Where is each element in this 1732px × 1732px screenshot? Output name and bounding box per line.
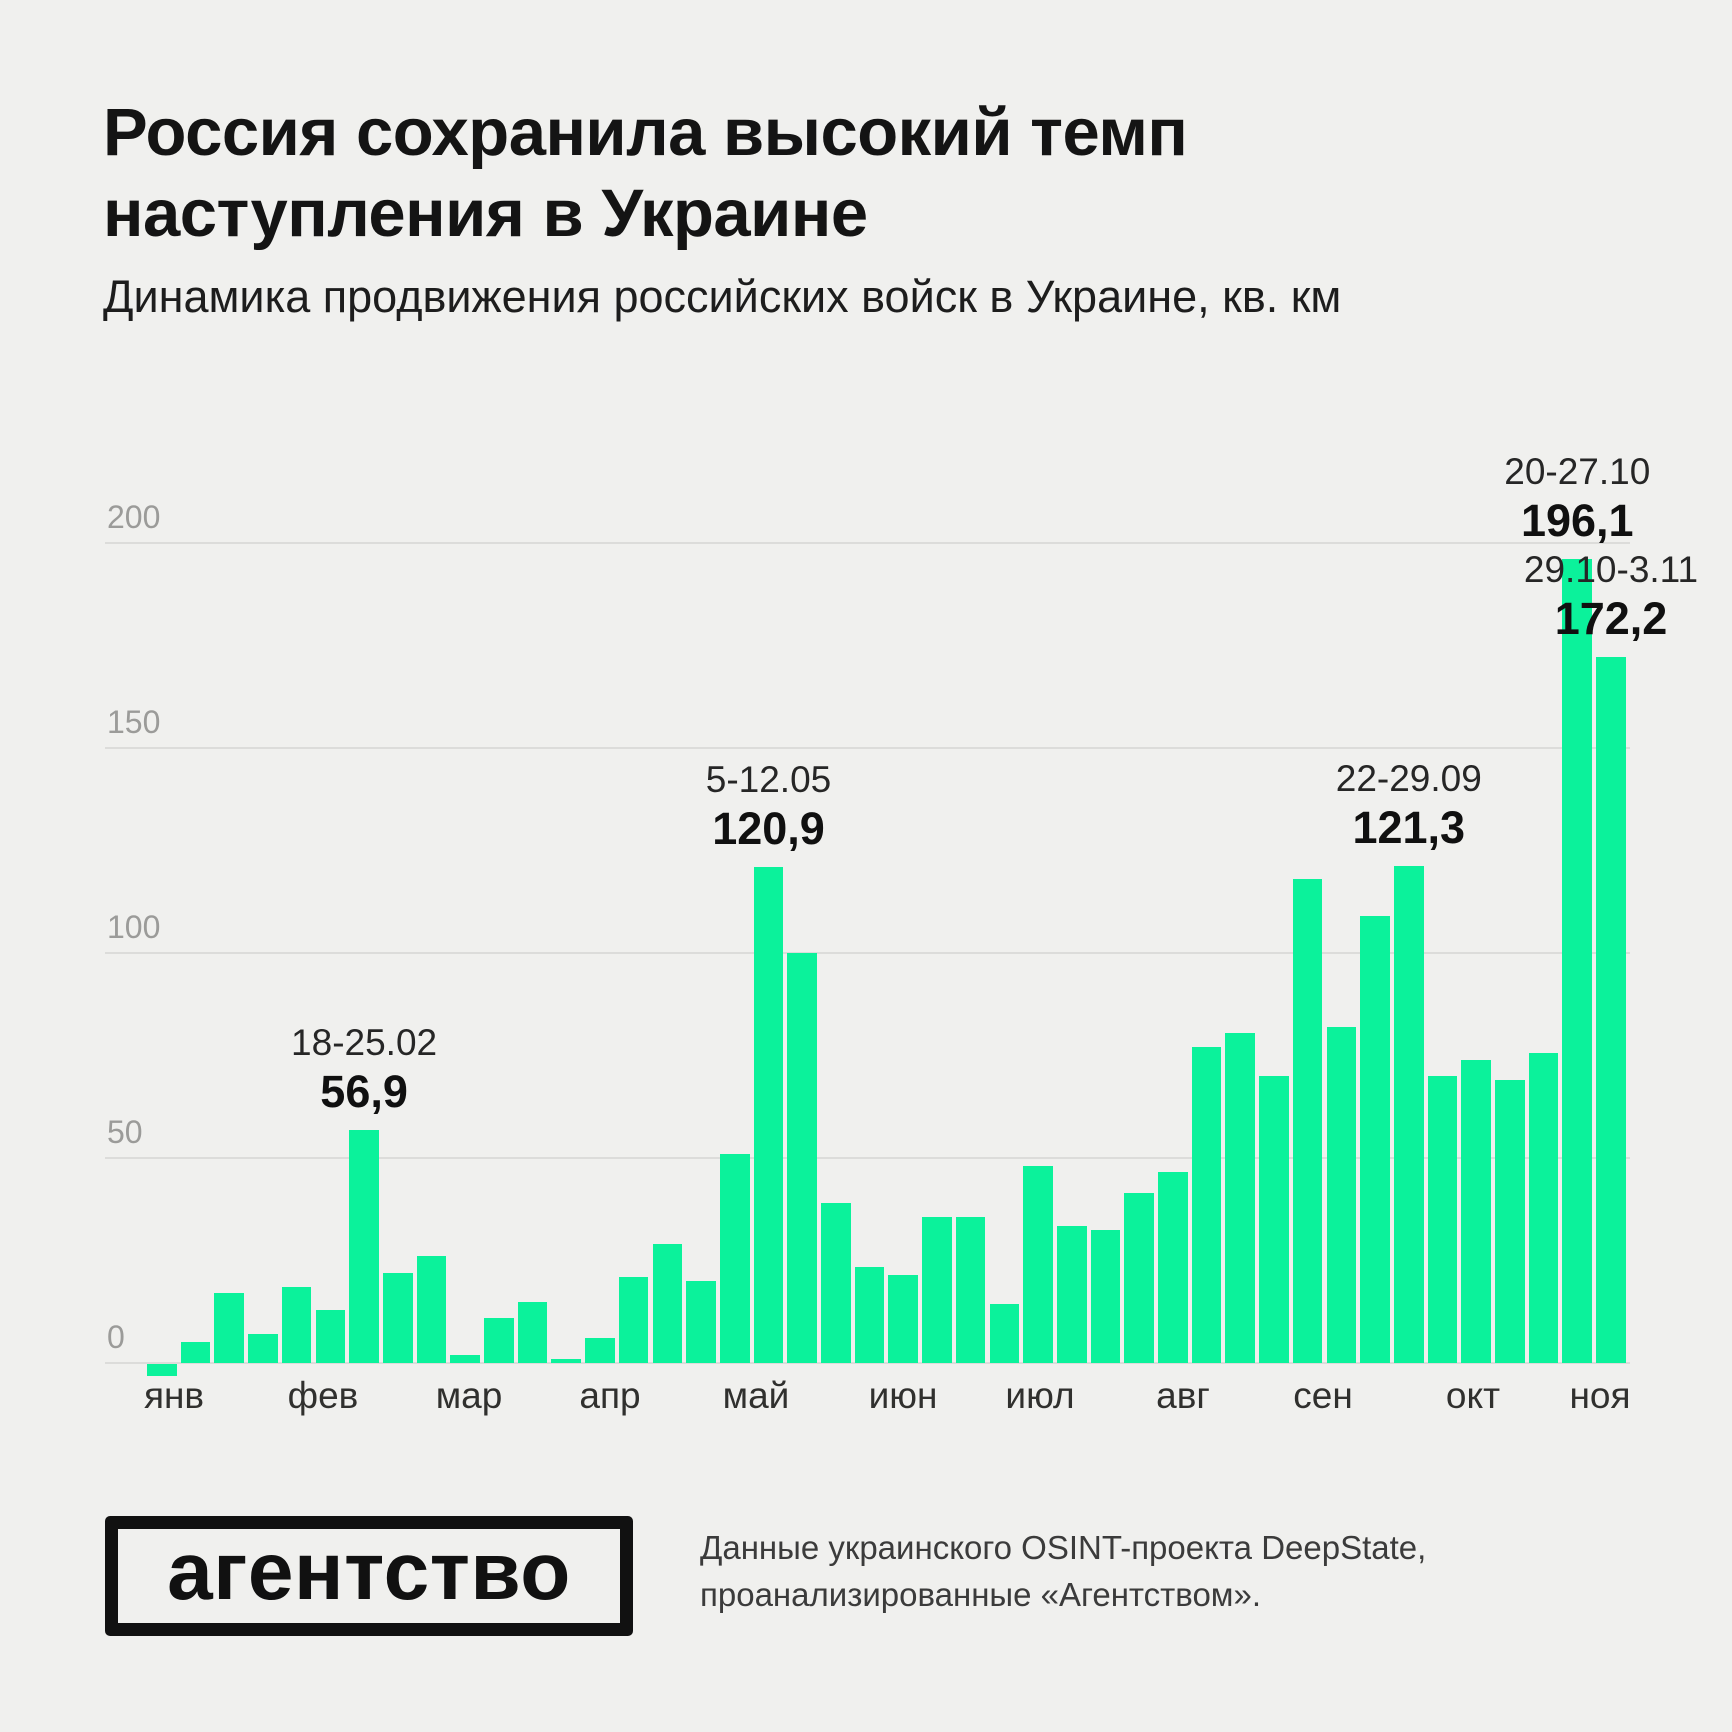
y-axis-label-0: 0: [107, 1319, 125, 1355]
gridline-100: [105, 952, 1630, 954]
annotation-2: 5-12.05 120,9: [706, 757, 832, 855]
bar-week-22: [854, 1267, 885, 1363]
bar-week-1: [147, 1364, 177, 1376]
bar-week-26: [989, 1304, 1020, 1363]
bar-week-21: [821, 1203, 851, 1363]
month-label-ноя: ноя: [1569, 1375, 1631, 1416]
bar-week-41: [1495, 1080, 1525, 1363]
month-label-авг: авг: [1156, 1375, 1210, 1416]
bar-week-6: [315, 1310, 346, 1363]
bar-week-39: [1427, 1076, 1458, 1363]
bar-week-31: [1158, 1172, 1188, 1363]
y-axis-label-150: 150: [107, 704, 161, 740]
month-label-апр: апр: [579, 1375, 641, 1416]
month-label-мар: мар: [435, 1375, 503, 1416]
source-note-line1: Данные украинского OSINT-проекта DeepSta…: [700, 1529, 1427, 1566]
bar-week-38: [1393, 866, 1424, 1363]
bar-week-32: [1191, 1047, 1222, 1363]
y-axis-label-50: 50: [107, 1114, 143, 1150]
gridline-200: [105, 542, 1630, 544]
annotation-date-range: 18-25.02: [291, 1021, 438, 1063]
bar-week-15: [618, 1277, 649, 1363]
gridline-0: [105, 1362, 1630, 1364]
bar-week-13: [551, 1359, 582, 1363]
month-label-фев: фев: [287, 1375, 359, 1416]
annotation-value: 121,3: [1352, 801, 1466, 853]
annotation-value: 172,2: [1554, 592, 1668, 644]
month-label-июн: июн: [868, 1375, 938, 1416]
source-note-line2: проанализированные «Агентством».: [700, 1576, 1261, 1613]
annotation-4: 20-27.10 196,1: [1504, 449, 1650, 547]
y-axis-label-100: 100: [107, 909, 161, 945]
annotation-value: 56,9: [320, 1065, 408, 1117]
month-label-янв: янв: [143, 1375, 205, 1416]
gridline-50: [105, 1157, 1630, 1159]
page-title-line1: Россия сохранила высокий темп: [103, 95, 1188, 170]
annotation-date-range: 22-29.09: [1335, 757, 1482, 799]
bar-week-10: [450, 1355, 480, 1363]
bar-week-36: [1326, 1027, 1357, 1363]
annotation-date-range: 20-27.10: [1504, 451, 1651, 492]
source-note: Данные украинского OSINT-проекта DeepSta…: [700, 1524, 1426, 1618]
annotation-value: 196,1: [1520, 495, 1634, 546]
bar-week-11: [484, 1318, 514, 1363]
annotation-5: 29.10-3.11 172,2: [1524, 547, 1698, 645]
bar-week-18: [719, 1154, 750, 1363]
agentstvo-logo: агентство: [105, 1516, 633, 1636]
bar-week-12: [517, 1302, 548, 1363]
bar-week-19: [753, 867, 784, 1363]
month-label-июл: июл: [1005, 1375, 1075, 1416]
annotation-value: 120,9: [712, 803, 825, 855]
page-title-line2: наступления в Украине: [103, 176, 868, 251]
bar-week-40: [1461, 1060, 1491, 1363]
bar-week-44: [1596, 657, 1626, 1363]
annotation-1: 18-25.02 56,9: [291, 1020, 437, 1118]
annotation-3: 22-29.09 121,3: [1336, 756, 1482, 854]
bar-week-33: [1225, 1033, 1256, 1363]
bar-week-35: [1292, 879, 1323, 1363]
bar-week-7: [349, 1130, 379, 1363]
month-label-сен: сен: [1293, 1375, 1353, 1416]
bar-week-20: [787, 953, 817, 1363]
bar-week-14: [585, 1338, 615, 1363]
bar-week-3: [214, 1293, 245, 1363]
bar-week-25: [955, 1217, 986, 1363]
gridline-150: [105, 747, 1630, 749]
month-label-май: май: [722, 1375, 790, 1416]
bar-week-29: [1090, 1230, 1121, 1363]
annotation-date-range: 29.10-3.11: [1523, 548, 1699, 590]
agentstvo-logo-text: агентство: [167, 1526, 571, 1617]
bar-week-16: [652, 1244, 683, 1363]
bar-week-23: [888, 1275, 919, 1363]
bar-week-4: [248, 1334, 278, 1363]
bar-week-42: [1528, 1053, 1559, 1363]
bar-week-43: [1562, 559, 1593, 1363]
bar-week-9: [416, 1256, 447, 1363]
bar-week-24: [922, 1217, 952, 1363]
bar-week-17: [686, 1281, 716, 1363]
bar-week-28: [1056, 1226, 1087, 1363]
bar-week-5: [281, 1287, 312, 1363]
bar-week-27: [1023, 1166, 1053, 1363]
month-label-окт: окт: [1445, 1375, 1501, 1416]
bar-week-30: [1124, 1193, 1154, 1363]
page-title: Россия сохранила высокий темп наступления…: [103, 92, 1188, 254]
bar-week-34: [1259, 1076, 1289, 1363]
annotation-date-range: 5-12.05: [705, 759, 832, 801]
bar-week-37: [1360, 916, 1390, 1363]
y-axis-label-200: 200: [107, 499, 161, 535]
page-subtitle: Динамика продвижения российских войск в …: [103, 271, 1342, 322]
bar-week-2: [180, 1342, 211, 1363]
bar-week-8: [382, 1273, 413, 1363]
